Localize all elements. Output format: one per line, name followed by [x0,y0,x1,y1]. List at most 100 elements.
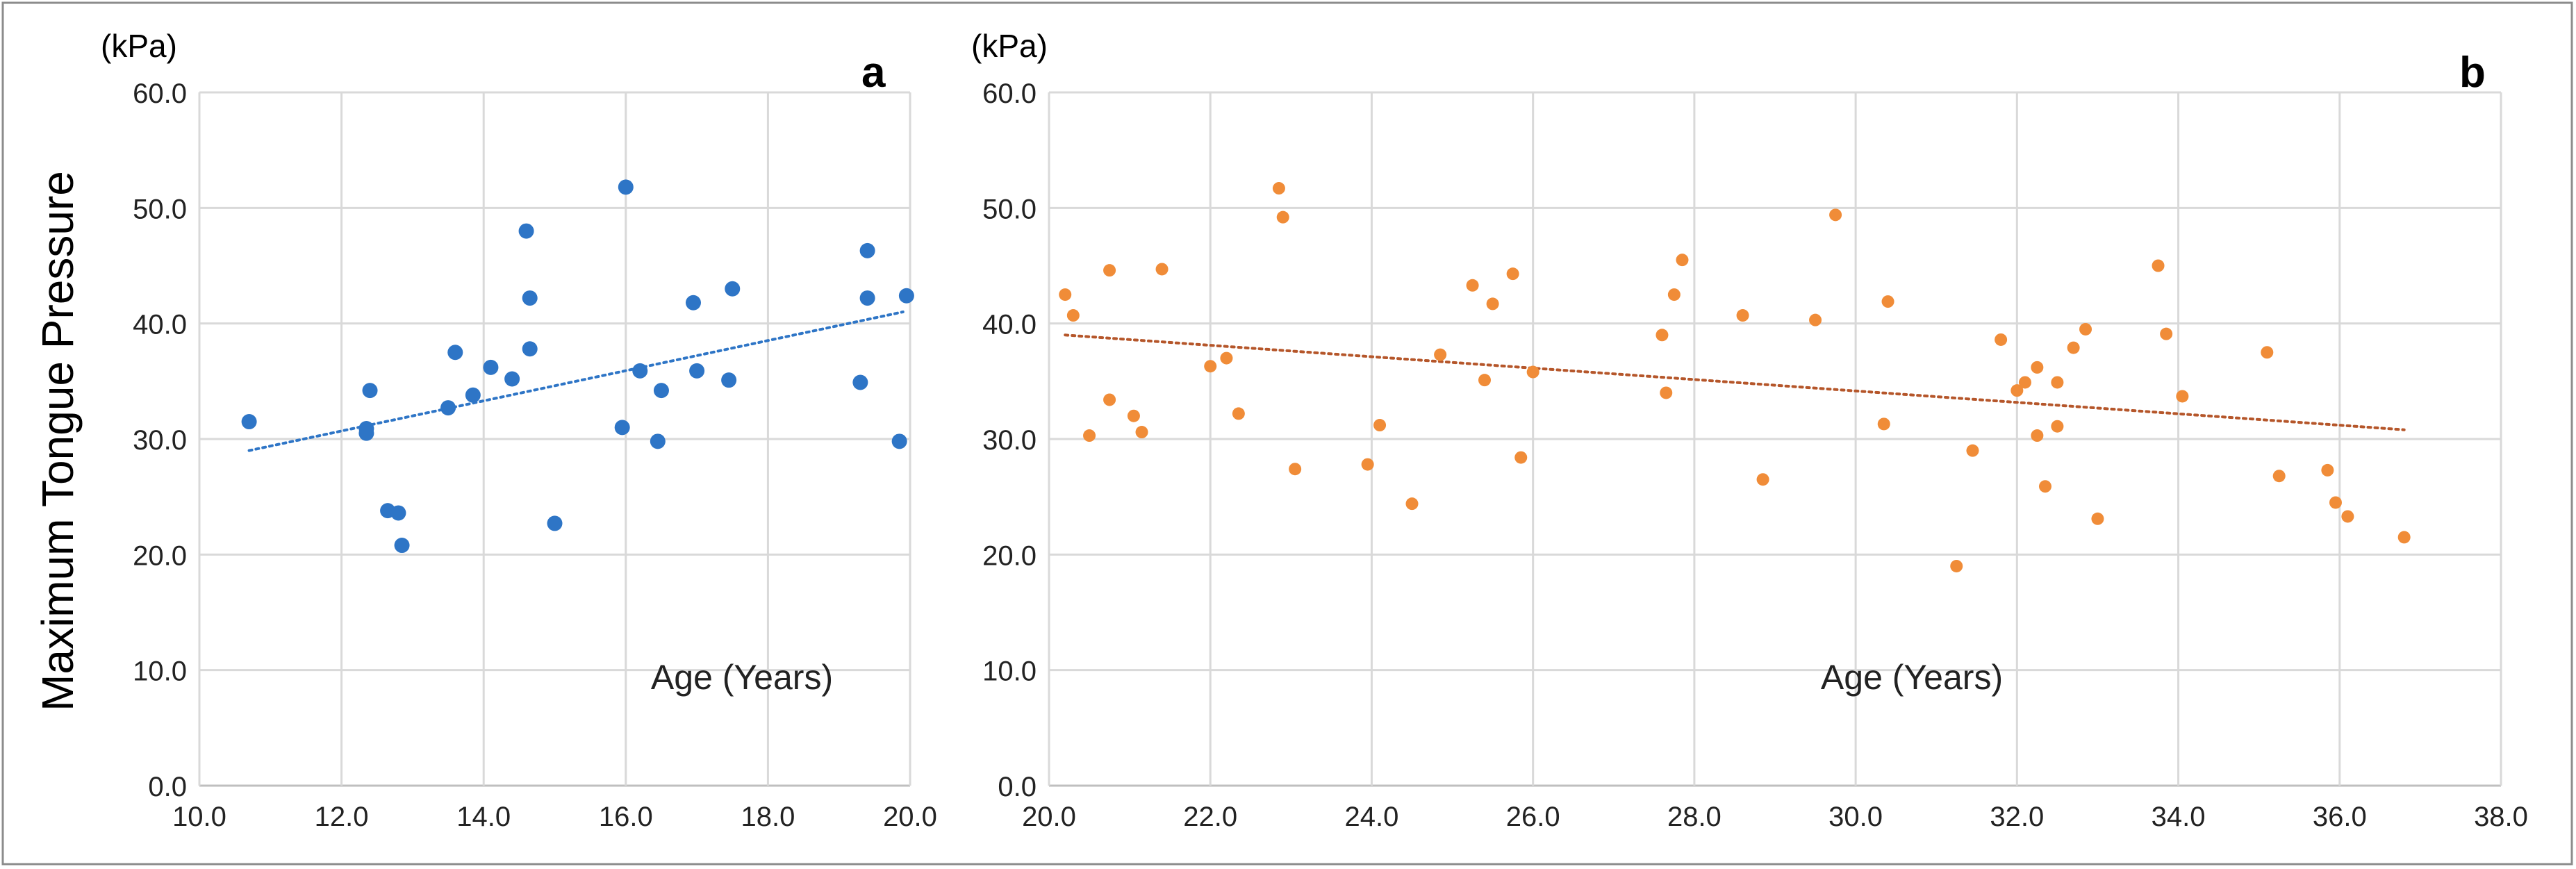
panel-b-data-point [1881,295,1894,308]
panel-b-y-tick-label: 60.0 [982,78,1037,109]
panel-a-data-point [394,538,410,554]
panel-a-data-point [358,421,374,437]
panel-b-data-point [2067,341,2080,354]
panel-a-data-point [650,433,666,449]
panel-b-data-point [1361,458,1374,471]
panel-b-data-point [1667,288,1681,301]
panel-b-x-tick-label: 30.0 [1828,802,1883,832]
panel-b-y-tick-label: 20.0 [982,540,1037,571]
panel-b-x-axis-title: Age (Years) [1821,658,2003,697]
panel-b-data-point [2091,512,2104,525]
panel-b-trendline-group [1064,333,2406,431]
panel-b-y-ticks: 0.0 10.0 20.0 30.0 40.0 50.0 60.0 [982,78,1037,802]
panel-b-data-point [1103,264,1116,277]
panel-b-x-tick-label: 26.0 [1506,802,1560,832]
panel-a-data-point [852,374,868,390]
panel-a-y-tick-label: 0.0 [148,772,187,802]
panel-b-grid [1048,91,2502,787]
panel-a-data-point [891,433,907,449]
panel-a-y-tick-label: 40.0 [133,310,187,340]
panel-b-data-point [1276,210,1289,224]
panel-a-data-point [721,372,737,388]
panel-a-y-tick-label: 60.0 [133,78,187,109]
panel-a-data-point [483,359,499,375]
panel-b-data-point [2341,510,2354,523]
panel-a-data-point [547,515,563,531]
panel-b-data-point [1289,463,1302,476]
panel-b-data-point [1756,473,1769,486]
panel-b-data-point [1478,374,1491,387]
panel-b-data-point [1736,309,1749,322]
panel-b-data-point [1204,360,1217,373]
panel-b-data-point [1877,417,1890,431]
panel-b-data-point [1660,386,1673,399]
panel-b-data-point [1829,208,1842,222]
panel-b-unit-label: (kPa) [971,28,1048,64]
panel-b-data-point [2261,346,2274,359]
panel-a-data-point [440,400,456,416]
panel-a-data-point [241,414,257,430]
panel-b-data-point [2079,322,2092,336]
panel-a-data-point [859,290,875,306]
panel-b-data-point [1506,267,1519,281]
panel-b-y-tick-label: 50.0 [982,194,1037,224]
panel-a-data-point [522,341,538,357]
panel-a-x-tick-label: 18.0 [741,802,795,832]
panel-a-y-ticks: 0.0 10.0 20.0 30.0 40.0 50.0 60.0 [133,78,187,802]
panel-b-y-tick-label: 10.0 [982,656,1037,687]
panel-b: 0.0 10.0 20.0 30.0 40.0 50.0 60.0 20.0 22.0 24.0… [971,28,2528,832]
panel-a-data-point [390,505,406,521]
panel-a-data-point [859,242,875,258]
panel-a-data-point [685,295,701,311]
panel-b-data-point [1950,559,1963,572]
panel-a-y-tick-label: 30.0 [133,425,187,456]
panel-a-x-axis-title: Age (Years) [651,658,833,697]
panel-a-data-point [465,387,481,403]
panel-a-label: a [861,49,886,97]
panel-b-data-point [1405,497,1419,511]
panel-b-data-point [1232,407,1245,420]
panel-a-x-tick-label: 16.0 [599,802,653,832]
panel-b-data-point [2160,327,2173,340]
panel-b-data-point [2031,429,2044,442]
panel-b-data-point [1466,279,1479,292]
panel-b-data-point [1127,409,1140,422]
panel-a: 0.010.020.030.040.050.060.0 10.0 12.0 14.0… [101,28,937,832]
panel-b-x-tick-label: 22.0 [1183,802,1237,832]
panel-a-trendline [247,311,905,452]
panel-b-data-point [2272,470,2286,483]
panel-b-x-tick-label: 34.0 [2152,802,2206,832]
panel-a-data-point [362,383,378,399]
panel-b-data-point [1809,313,1822,326]
shared-y-axis-title: Maximum Tongue Pressure [33,171,83,711]
panel-b-data-point [2018,376,2031,389]
panel-a-data-point [725,281,741,297]
panel-b-data-point [1526,365,1539,379]
panel-b-data-point [1220,351,1233,365]
panel-b-y-tick-label: 40.0 [982,310,1037,340]
panel-b-data-point [1059,288,1072,301]
panel-a-data-point [614,420,630,436]
panel-b-data-point [2329,496,2342,509]
panel-b-x-tick-label: 24.0 [1345,802,1399,832]
panel-b-data-point [1966,444,1979,457]
panel-b-data-point [1656,329,1669,342]
panel-b-x-tick-label: 38.0 [2474,802,2528,832]
panel-b-points [1059,182,2411,572]
panel-b-x-tick-label: 32.0 [1990,802,2044,832]
panel-a-data-point [689,363,705,379]
panel-a-trendline-group [247,311,905,452]
panel-a-data-point [518,223,534,239]
panel-a-x-tick-label: 10.0 [172,802,226,832]
panel-b-x-ticks: 20.0 22.0 24.0 26.0 28.0 30.0 32.0 34.0 36.0 38.0 [1022,802,2528,832]
panel-a-data-point [898,288,914,304]
panel-b-trendline [1064,333,2406,431]
panel-b-data-point [2051,420,2064,433]
panel-b-data-point [1486,297,1499,311]
panel-a-x-tick-label: 14.0 [456,802,511,832]
panel-b-data-point [1373,419,1387,432]
panel-a-data-point [522,290,538,306]
panel-b-data-point [1434,348,1447,361]
panel-a-y-tick-label: 20.0 [133,540,187,571]
panel-b-x-tick-label: 20.0 [1022,802,1076,832]
